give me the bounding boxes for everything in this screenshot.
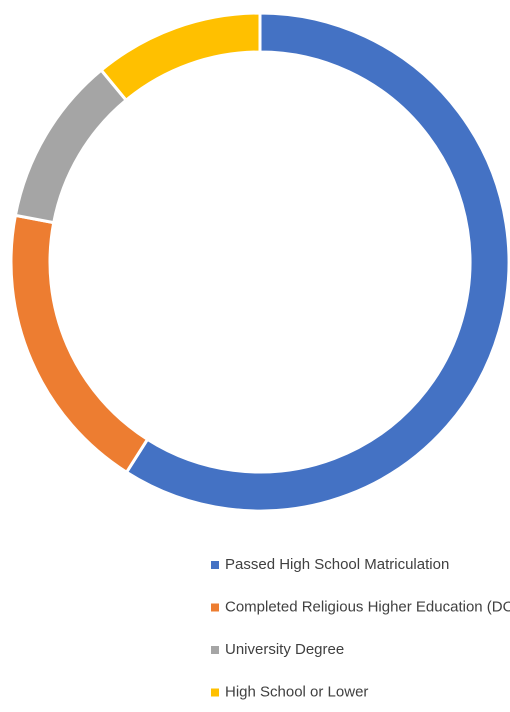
legend-label: University Degree [225,641,344,658]
donut-segment [9,213,150,475]
legend-swatch [211,646,219,654]
legend-swatch [211,603,219,612]
legend-label: High School or Lower [225,683,368,700]
legend-swatch [211,561,219,569]
legend-label: Passed High School Matriculation [225,556,449,573]
donut-segment [13,68,129,225]
donut-segment [99,11,262,103]
legend-swatch [211,688,219,697]
donut-segment [124,11,510,513]
legend-label: Completed Religious Higher Education (DO… [225,598,510,615]
